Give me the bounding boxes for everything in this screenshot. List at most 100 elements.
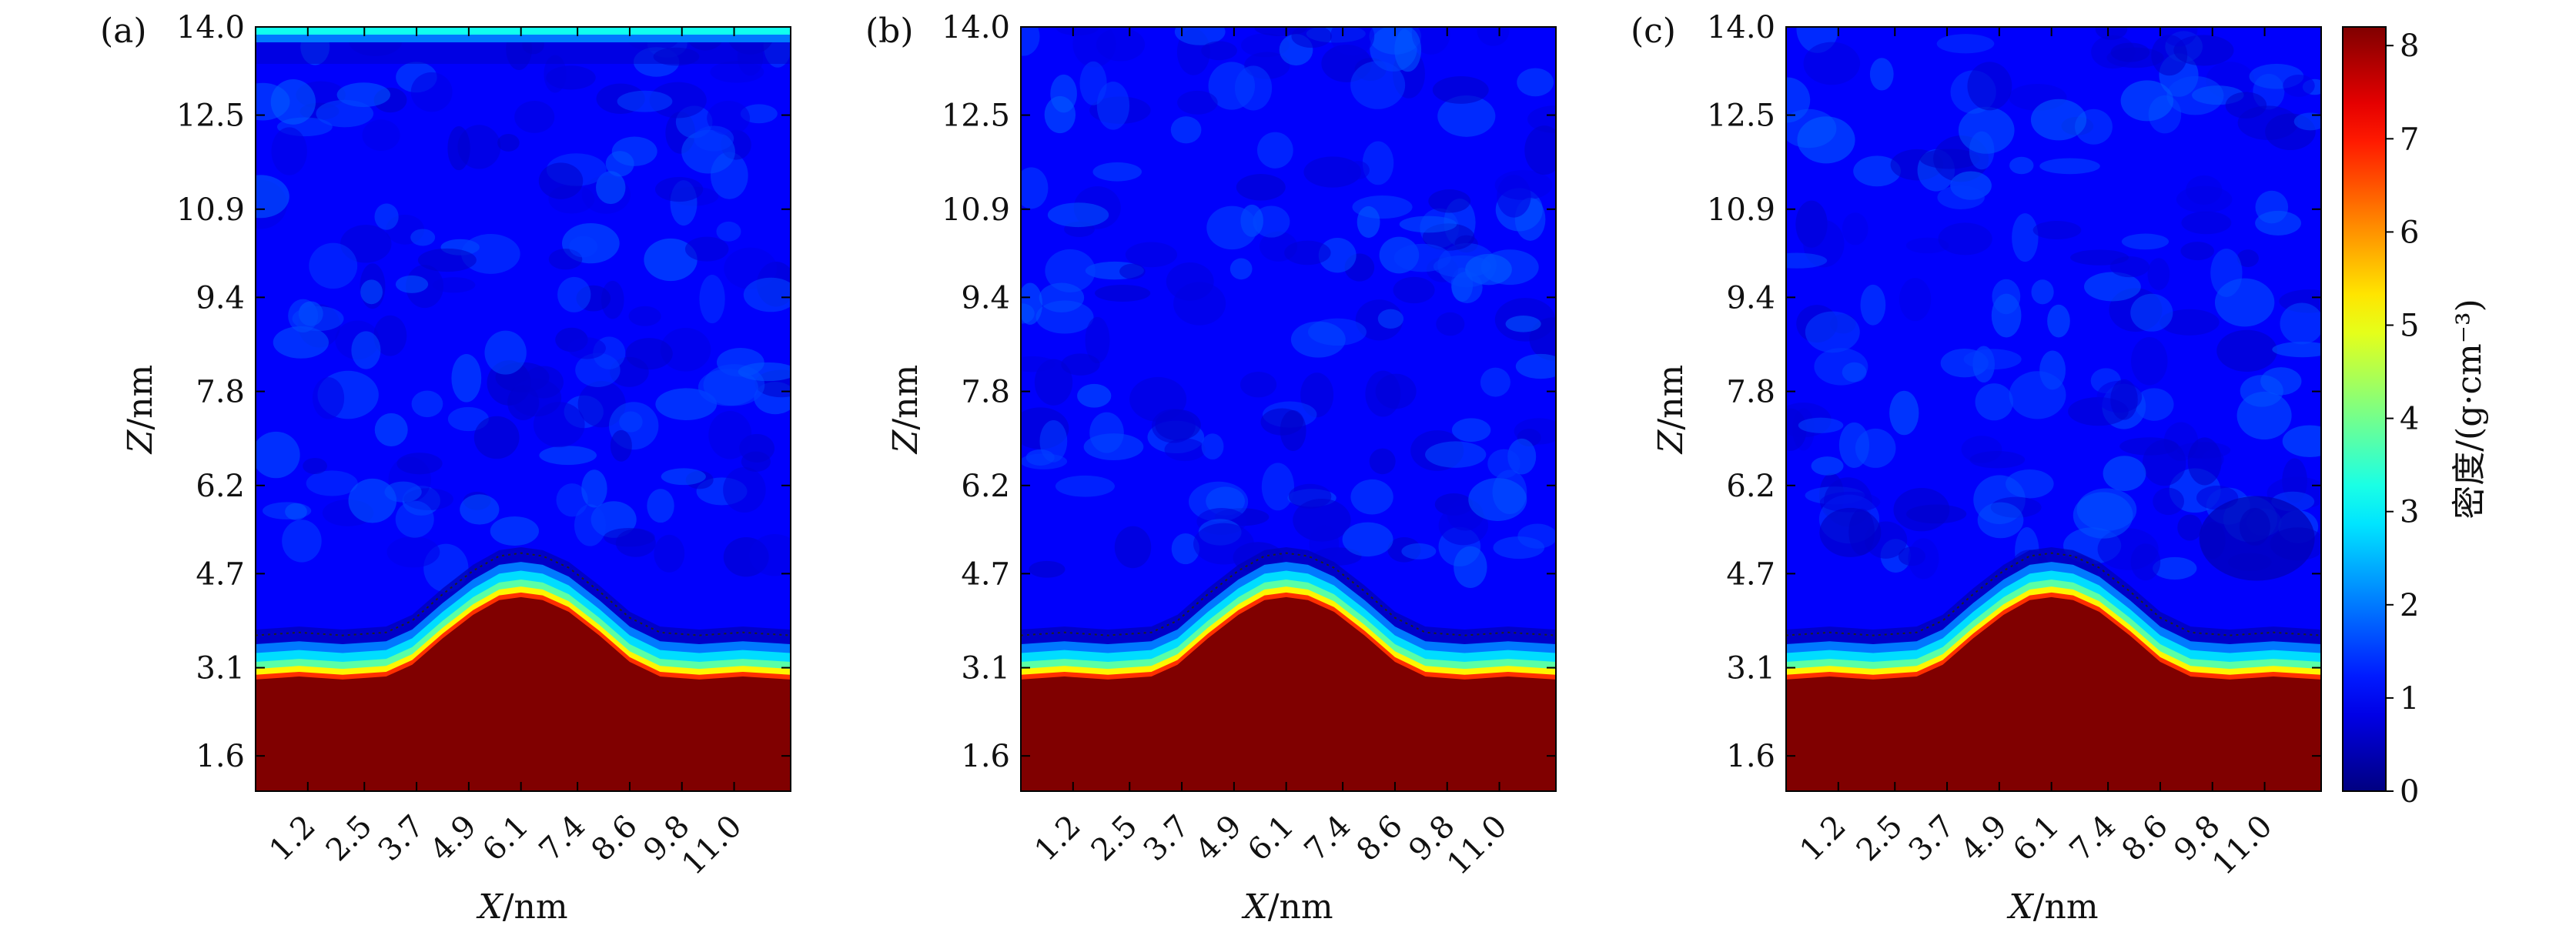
density-blob <box>1193 523 1254 565</box>
density-blob <box>1451 418 1491 443</box>
density-blob <box>2293 112 2321 131</box>
density-blob <box>2084 272 2141 302</box>
density-blob <box>647 489 674 523</box>
density-blob <box>1164 438 1206 462</box>
density-blob <box>694 125 734 152</box>
x-tick-label: 7.4 <box>1298 809 1358 869</box>
density-blob <box>699 275 725 324</box>
x-tick-label: 11.0 <box>1440 809 1514 883</box>
density-blob <box>2153 556 2197 580</box>
x-tick-label: 4.9 <box>1189 809 1249 869</box>
density-blob <box>1905 237 1949 254</box>
density-blob <box>271 127 307 175</box>
panel-b-x-axis-title: X/nm <box>1241 887 1333 927</box>
density-blob <box>306 470 358 496</box>
panel-c-y-ticks: 1.6 3.1 4.7 6.2 7.8 9.4 10.9 12.5 14.0 <box>1707 10 2321 774</box>
y-tick-label: 4.7 <box>196 556 245 592</box>
colorbar-tick-label: 3 <box>2400 495 2419 530</box>
density-blob <box>1309 525 1340 563</box>
y-tick-label: 4.7 <box>1726 556 1775 592</box>
density-blob <box>615 529 656 557</box>
density-blob <box>2095 27 2128 40</box>
density-blob <box>1497 175 1531 218</box>
density-blob <box>1936 34 1995 54</box>
panel-c-y-axis-title: Z/nm <box>1651 365 1691 455</box>
density-blob <box>1119 263 1146 279</box>
density-blob <box>1125 242 1178 268</box>
density-blob <box>2009 156 2034 175</box>
density-blob <box>1365 370 1401 417</box>
density-blob <box>256 431 300 479</box>
density-blob <box>538 162 584 199</box>
density-blob <box>1401 543 1437 560</box>
density-blob <box>1201 41 1237 61</box>
density-blob <box>1171 533 1200 565</box>
density-blob <box>568 236 598 258</box>
density-blob <box>303 457 327 475</box>
density-blob <box>574 504 607 546</box>
density-blob <box>1330 27 1375 56</box>
density-blob <box>1044 95 1076 134</box>
density-blob <box>292 306 344 332</box>
density-blob <box>1393 276 1435 304</box>
density-blob <box>1805 311 1860 353</box>
panel-c-frame <box>1785 26 2322 792</box>
density-blob <box>1937 185 1985 209</box>
density-blob <box>1515 353 1556 379</box>
density-blob <box>684 236 729 262</box>
density-blob <box>2130 293 2173 332</box>
y-tick-label: 14.0 <box>942 10 1010 45</box>
x-tick-label: 8.6 <box>2115 809 2175 869</box>
density-blob <box>1061 353 1100 376</box>
density-blob <box>581 469 607 508</box>
density-blob <box>2160 27 2198 47</box>
density-blob <box>396 453 443 475</box>
panel-b-y-ticks: 1.6 3.1 4.7 6.2 7.8 9.4 10.9 12.5 14.0 <box>942 10 1556 774</box>
density-blob <box>556 483 588 517</box>
density-blob <box>1432 75 1489 104</box>
density-blob <box>1889 390 1919 436</box>
density-blob <box>1047 202 1109 228</box>
density-blob <box>1786 252 1828 269</box>
x-tick-label: 1.2 <box>1793 809 1853 869</box>
colorbar-ticks: 0 1 2 3 4 5 6 7 8 <box>2386 28 2419 810</box>
density-blob <box>567 337 606 359</box>
density-blob <box>2181 211 2232 235</box>
density-blob <box>596 171 626 205</box>
x-tick-label: 6.1 <box>2006 809 2066 869</box>
y-tick-label: 7.8 <box>196 375 245 410</box>
density-blob <box>2177 514 2203 541</box>
x-tick-label: 3.7 <box>1902 809 1962 869</box>
density-blob <box>1505 316 1541 332</box>
density-blob <box>2076 488 2137 531</box>
density-blob <box>497 134 520 152</box>
density-blob <box>1257 132 1293 169</box>
density-blob <box>273 326 329 359</box>
panel-b-heatmap <box>1021 27 1556 791</box>
density-blob <box>644 238 698 282</box>
y-tick-label: 9.4 <box>196 280 245 316</box>
density-blob <box>1842 362 1867 382</box>
y-tick-label: 3.1 <box>196 651 245 686</box>
y-tick-label: 12.5 <box>1707 99 1775 134</box>
x-tick-label: 8.6 <box>584 809 644 869</box>
density-blob <box>605 151 634 177</box>
density-blob <box>708 410 752 459</box>
density-contour <box>1786 552 2321 636</box>
colorbar-tick-label: 7 <box>2400 122 2419 157</box>
density-blob <box>1869 58 1894 91</box>
density-blob <box>557 276 591 312</box>
density-blob <box>1021 282 1043 325</box>
y-unit: /nm <box>1651 365 1691 430</box>
density-blob <box>1357 205 1380 238</box>
x-tick-label: 6.1 <box>1241 809 1301 869</box>
density-blob <box>1261 463 1294 511</box>
density-blob <box>660 327 711 372</box>
density-blob <box>1072 27 1116 68</box>
y-var: Z <box>121 429 160 455</box>
density-blob <box>1288 483 1332 509</box>
density-blob <box>1908 538 1939 580</box>
y-tick-label: 9.4 <box>1726 280 1775 316</box>
density-blob <box>395 275 429 293</box>
x-tick-label: 2.5 <box>319 809 380 869</box>
